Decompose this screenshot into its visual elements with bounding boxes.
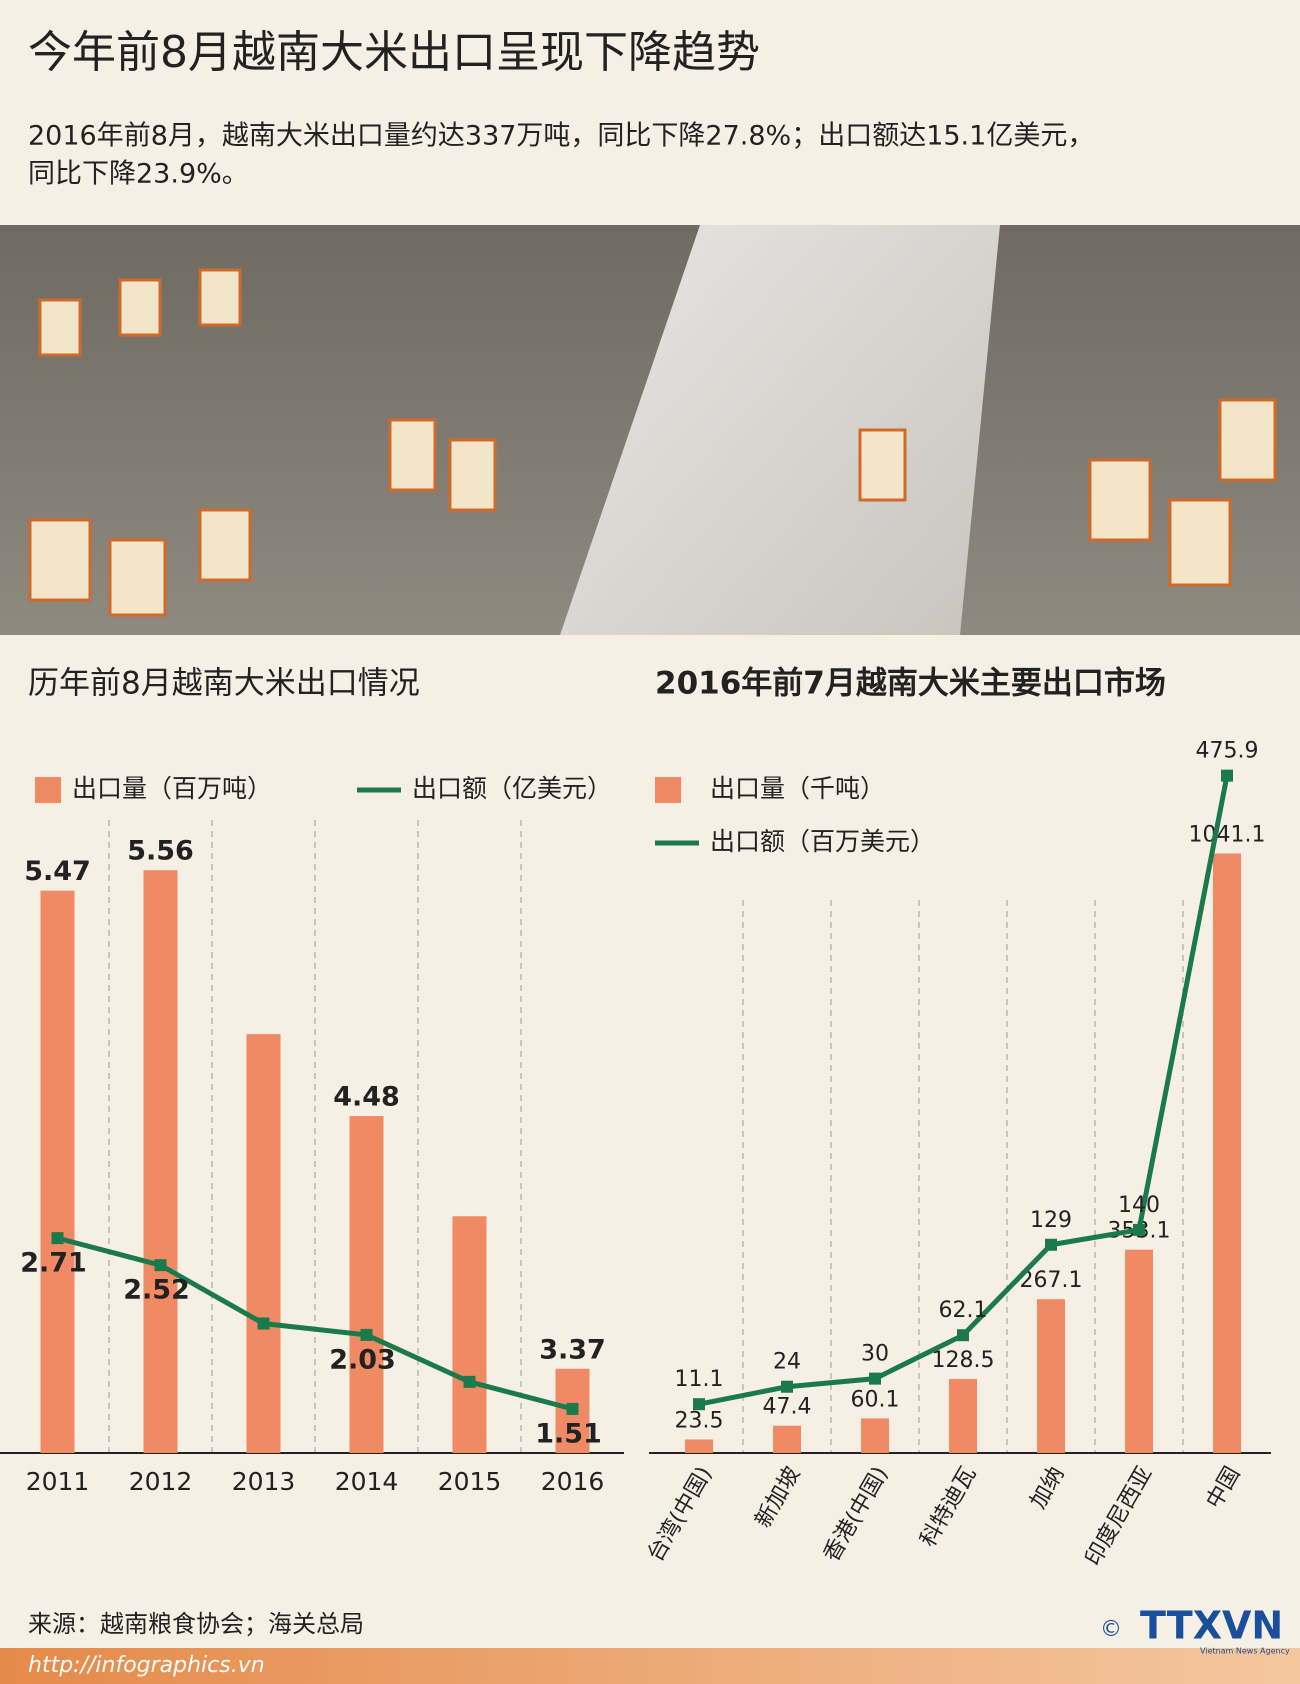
chart-title: 2016年前7月越南大米主要出口市场 (655, 666, 1166, 702)
chart-left: 历年前8月越南大米出口情况 2011 2012 2013 2014 2015 2016 出口量… (0, 666, 624, 1496)
line-marker (51, 1232, 64, 1245)
subtitle-line: 同比下降23.9%。 (28, 159, 249, 190)
line-label: 2.52 (123, 1275, 190, 1306)
bar (1213, 853, 1241, 1453)
bar-label: 60.1 (851, 1387, 900, 1412)
bar (452, 1216, 487, 1453)
line-marker (566, 1402, 579, 1415)
bar (949, 1379, 977, 1453)
footer-bar (0, 1648, 1300, 1684)
bar-label: 128.5 (932, 1348, 995, 1373)
line-label: 1.51 (535, 1418, 602, 1449)
line-marker (781, 1380, 793, 1393)
legend-swatch (35, 777, 61, 803)
line-marker (693, 1398, 705, 1411)
bar (349, 1116, 384, 1453)
line-marker (1221, 769, 1233, 782)
line-marker (257, 1317, 270, 1330)
line (56, 1235, 574, 1412)
bar (40, 890, 75, 1453)
line-label: 2.03 (329, 1344, 396, 1375)
page-title: 今年前8月越南大米出口呈现下降趋势 (28, 27, 760, 78)
legend-label: 出口量（千吨） (710, 774, 885, 803)
bar (773, 1425, 801, 1453)
bar (1037, 1299, 1065, 1453)
x-tick-label: 2016 (541, 1467, 605, 1496)
bar (861, 1418, 889, 1453)
bar (685, 1439, 713, 1453)
source: 来源：越南粮食协会；海关总局 (28, 1610, 364, 1638)
x-tick-label: 2012 (129, 1467, 193, 1496)
logo: TTXVN (1140, 1604, 1283, 1648)
photo (0, 225, 1300, 635)
url: http://infographics.vn (28, 1653, 265, 1678)
line-label: 62.1 (939, 1298, 988, 1323)
line-label: 475.9 (1196, 739, 1259, 764)
legend-label: 出口额（亿美元） (412, 774, 612, 803)
x-tick-label: 2013 (232, 1467, 296, 1496)
bar-label: 1041.1 (1189, 822, 1266, 847)
x-tick-label: 2015 (438, 1467, 502, 1496)
line-label: 2.71 (20, 1248, 87, 1279)
line-marker (463, 1375, 476, 1388)
subtitle-line: 2016年前8月，越南大米出口量约达337万吨，同比下降27.8%；出口额达15… (28, 121, 1094, 152)
logo-tagline: Vietnam News Agency (1200, 1647, 1290, 1656)
bar (143, 870, 178, 1453)
line-label: 129 (1030, 1208, 1072, 1233)
bar-label: 267.1 (1020, 1268, 1083, 1293)
x-tick-label: 2011 (26, 1467, 90, 1496)
legend-label: 出口额（百万美元） (710, 827, 935, 856)
bar-label: 5.47 (24, 856, 91, 887)
bar-label: 3.37 (539, 1334, 606, 1365)
line-label: 140 (1118, 1193, 1160, 1218)
bar (246, 1034, 281, 1453)
bar-label: 47.4 (763, 1395, 812, 1420)
line-marker (154, 1259, 167, 1272)
line-marker (957, 1329, 969, 1342)
chart-title: 历年前8月越南大米出口情况 (28, 666, 420, 702)
copyright-icon: © (1100, 1617, 1122, 1642)
legend-label: 出口量（百万吨） (72, 774, 272, 803)
bar-label: 4.48 (333, 1082, 400, 1113)
line-label: 24 (773, 1350, 801, 1375)
line-label: 11.1 (675, 1367, 724, 1392)
x-tick-label: 2014 (335, 1467, 399, 1496)
line-marker (869, 1372, 881, 1385)
line-marker (1045, 1238, 1057, 1251)
line-label: 30 (861, 1342, 889, 1367)
line-marker (360, 1328, 373, 1341)
bar (1125, 1249, 1153, 1453)
line-marker (1133, 1223, 1145, 1236)
bar-label: 5.56 (127, 836, 194, 867)
legend-swatch (655, 777, 681, 803)
bar-label: 23.5 (675, 1408, 724, 1433)
